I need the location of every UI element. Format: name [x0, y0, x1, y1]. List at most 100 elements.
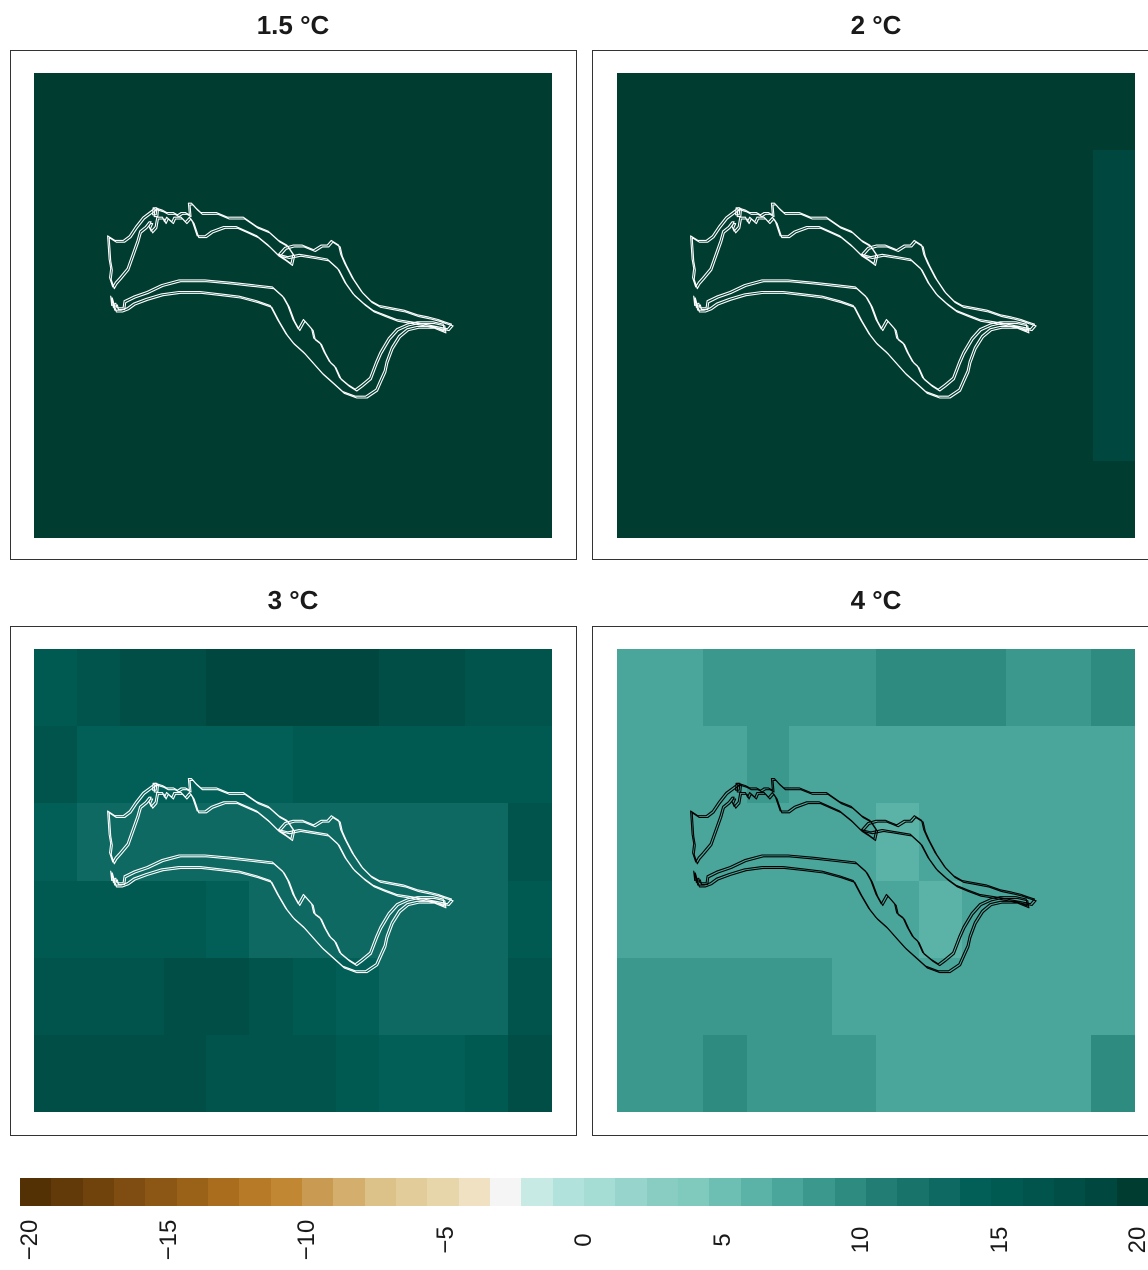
- heatmap-cell: [423, 649, 466, 727]
- heatmap-cell: [293, 803, 337, 882]
- heatmap-cell: [1093, 461, 1135, 538]
- heatmap-cell: [379, 649, 424, 727]
- heatmap-cell: [293, 726, 337, 804]
- heatmap-cell: [1093, 150, 1135, 462]
- colorbar-swatch: [396, 1178, 428, 1206]
- heatmap-cell: [336, 649, 380, 727]
- heatmap-cell: [1006, 1035, 1049, 1112]
- heatmap-cell: [617, 803, 661, 882]
- colorbar: [20, 1178, 1148, 1206]
- heatmap-cell: [379, 803, 424, 882]
- heatmap-cell: [34, 881, 78, 959]
- colorbar-swatch: [647, 1178, 679, 1206]
- heatmap-cell: [617, 73, 1094, 151]
- heatmap-cell: [465, 1035, 509, 1112]
- colorbar-swatch: [208, 1178, 240, 1206]
- heatmap-cell: [164, 649, 207, 727]
- heatmap-cell: [465, 881, 509, 959]
- heatmap-cell: [1048, 1035, 1092, 1112]
- heatmap-cell: [962, 726, 1007, 804]
- heatmap-cell: [747, 958, 790, 1036]
- colorbar-swatch: [427, 1178, 460, 1206]
- heatmap-cell: [293, 881, 337, 959]
- heatmap-cell: [660, 1035, 704, 1112]
- heatmap-cell: [249, 1035, 294, 1112]
- heatmap-cell: [617, 958, 661, 1036]
- colorbar-swatch: [239, 1178, 272, 1206]
- colorbar-swatch: [271, 1178, 303, 1206]
- heatmap-panel-2c: [617, 73, 1135, 538]
- heatmap-cell: [1048, 958, 1092, 1036]
- colorbar-swatch: [145, 1178, 178, 1206]
- heatmap-cell: [703, 881, 748, 959]
- heatmap-cell: [747, 881, 790, 959]
- heatmap-cell: [1048, 726, 1092, 804]
- heatmap-cell: [919, 958, 963, 1036]
- heatmap-cell: [206, 881, 250, 959]
- heatmap-cell: [703, 958, 748, 1036]
- heatmap-cell: [120, 726, 165, 804]
- colorbar-tick-label: −15: [154, 1219, 182, 1261]
- colorbar-tick-label: −5: [431, 1226, 459, 1254]
- heatmap-cell: [832, 958, 877, 1036]
- heatmap-cell: [832, 649, 877, 727]
- heatmap-cell: [832, 803, 877, 882]
- heatmap-cell: [876, 1035, 920, 1112]
- heatmap-cell: [77, 649, 121, 727]
- heatmap-panel-3c: [34, 649, 552, 1112]
- heatmap-cell: [660, 958, 704, 1036]
- heatmap-cell: [206, 649, 250, 727]
- colorbar-swatch: [365, 1178, 397, 1206]
- heatmap-cell: [336, 881, 380, 959]
- heatmap-cell: [249, 881, 294, 959]
- heatmap-cell: [747, 726, 790, 804]
- heatmap-cell: [120, 1035, 165, 1112]
- heatmap-cell: [293, 1035, 337, 1112]
- colorbar-swatch: [20, 1178, 52, 1206]
- heatmap-cell: [919, 881, 963, 959]
- heatmap-cell: [1091, 881, 1135, 959]
- heatmap-cell: [832, 1035, 877, 1112]
- heatmap-cell: [34, 1035, 78, 1112]
- heatmap-cell: [206, 958, 250, 1036]
- heatmap-cell: [336, 958, 380, 1036]
- heatmap-cell: [962, 958, 1007, 1036]
- colorbar-swatch: [835, 1178, 867, 1206]
- heatmap-cell: [1006, 726, 1049, 804]
- colorbar-swatch: [302, 1178, 334, 1206]
- heatmap-cell: [465, 649, 509, 727]
- heatmap-cell: [789, 881, 833, 959]
- colorbar-swatch: [114, 1178, 146, 1206]
- colorbar-swatch: [866, 1178, 898, 1206]
- heatmap-cell: [617, 649, 661, 727]
- heatmap-cell: [1006, 649, 1049, 727]
- heatmap-cell: [34, 649, 78, 727]
- heatmap-cell: [876, 726, 920, 804]
- heatmap-cell: [1091, 958, 1135, 1036]
- heatmap-cell: [120, 649, 165, 727]
- colorbar-swatch: [678, 1178, 710, 1206]
- heatmap-cell: [77, 958, 121, 1036]
- heatmap-cell: [206, 726, 250, 804]
- heatmap-cell: [876, 803, 920, 882]
- region-outline: [107, 202, 454, 399]
- heatmap-cell: [660, 726, 704, 804]
- heatmap-cell: [703, 649, 748, 727]
- heatmap-panel-4c: [617, 649, 1135, 1112]
- heatmap-cell: [336, 803, 380, 882]
- heatmap-cell: [1091, 803, 1135, 882]
- heatmap-cell: [120, 881, 165, 959]
- colorbar-swatch: [521, 1178, 554, 1206]
- heatmap-cell: [508, 726, 552, 804]
- heatmap-panel-1-5c: [34, 73, 552, 538]
- heatmap-cell: [249, 649, 294, 727]
- heatmap-cell: [423, 803, 466, 882]
- colorbar-swatch: [772, 1178, 804, 1206]
- colorbar-tick-label: 15: [985, 1226, 1013, 1254]
- colorbar-tick-label: 10: [847, 1226, 874, 1254]
- heatmap-cell: [423, 958, 466, 1036]
- heatmap-cell: [249, 958, 294, 1036]
- heatmap-cell: [876, 958, 920, 1036]
- heatmap-cell: [876, 649, 920, 727]
- colorbar-swatch: [897, 1178, 930, 1206]
